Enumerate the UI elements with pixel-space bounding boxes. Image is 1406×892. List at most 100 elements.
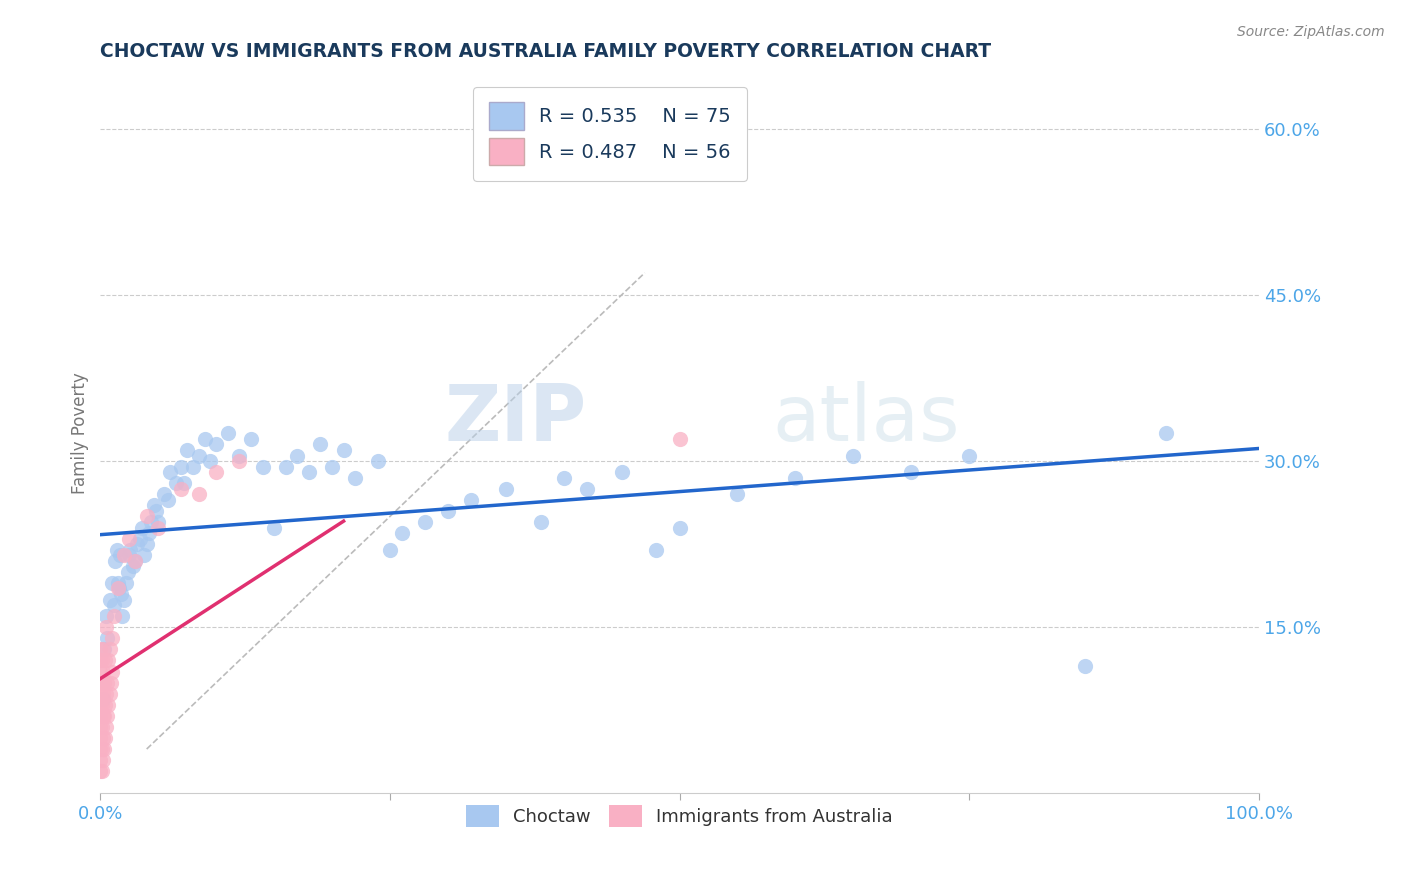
Point xyxy=(96,675,118,690)
Point xyxy=(437,504,460,518)
Point xyxy=(90,675,112,690)
Point xyxy=(93,642,115,657)
Text: ZIP: ZIP xyxy=(444,381,586,457)
Point xyxy=(118,532,141,546)
Point xyxy=(91,687,114,701)
Point xyxy=(170,482,193,496)
Point xyxy=(367,454,389,468)
Point xyxy=(1074,659,1097,673)
Point xyxy=(120,542,142,557)
Point xyxy=(181,459,204,474)
Point xyxy=(170,459,193,474)
Point xyxy=(89,642,111,657)
Point xyxy=(89,698,111,712)
Point xyxy=(142,499,165,513)
Point xyxy=(94,720,117,734)
Point xyxy=(112,548,135,562)
Point xyxy=(89,742,111,756)
Point xyxy=(103,609,125,624)
Point xyxy=(118,548,141,562)
Point xyxy=(391,526,413,541)
Point xyxy=(96,632,118,646)
Point xyxy=(107,582,129,596)
Point xyxy=(89,720,111,734)
Point xyxy=(128,532,150,546)
Point xyxy=(89,764,111,779)
Point xyxy=(124,554,146,568)
Point xyxy=(89,653,111,667)
Point xyxy=(239,432,262,446)
Point xyxy=(217,426,239,441)
Point xyxy=(93,708,115,723)
Point xyxy=(114,575,136,590)
Legend: Choctaw, Immigrants from Australia: Choctaw, Immigrants from Australia xyxy=(460,798,900,835)
Point xyxy=(252,459,274,474)
Point xyxy=(900,465,922,479)
Point xyxy=(90,698,112,712)
Point xyxy=(107,575,129,590)
Point xyxy=(228,454,250,468)
Point xyxy=(1154,426,1177,441)
Point xyxy=(727,487,749,501)
Point xyxy=(91,692,114,706)
Point xyxy=(263,520,285,534)
Point xyxy=(101,665,124,679)
Point xyxy=(785,471,807,485)
Point xyxy=(187,487,209,501)
Y-axis label: Family Poverty: Family Poverty xyxy=(72,373,89,494)
Point xyxy=(98,592,121,607)
Point xyxy=(89,675,111,690)
Point xyxy=(148,520,170,534)
Point xyxy=(344,471,367,485)
Point xyxy=(529,515,551,529)
Point xyxy=(93,675,115,690)
Point xyxy=(110,587,132,601)
Point xyxy=(141,515,163,529)
Point xyxy=(104,554,127,568)
Point xyxy=(90,720,112,734)
Text: CHOCTAW VS IMMIGRANTS FROM AUSTRALIA FAMILY POVERTY CORRELATION CHART: CHOCTAW VS IMMIGRANTS FROM AUSTRALIA FAM… xyxy=(100,42,991,61)
Point xyxy=(121,559,143,574)
Point xyxy=(187,449,209,463)
Point xyxy=(176,442,198,457)
Point xyxy=(205,437,228,451)
Point xyxy=(668,432,690,446)
Point xyxy=(309,437,332,451)
Point xyxy=(321,459,343,474)
Point xyxy=(135,509,157,524)
Point xyxy=(194,432,217,446)
Point xyxy=(89,665,111,679)
Point xyxy=(842,449,865,463)
Point xyxy=(90,764,112,779)
Point xyxy=(274,459,297,474)
Point xyxy=(94,687,117,701)
Point xyxy=(610,465,633,479)
Point xyxy=(228,449,250,463)
Point xyxy=(94,620,117,634)
Point xyxy=(153,487,176,501)
Point xyxy=(148,515,170,529)
Point xyxy=(127,537,149,551)
Point xyxy=(94,698,117,712)
Point xyxy=(89,687,111,701)
Point xyxy=(131,520,153,534)
Point xyxy=(90,653,112,667)
Point xyxy=(98,687,121,701)
Point xyxy=(91,708,114,723)
Point xyxy=(495,482,517,496)
Point xyxy=(105,542,128,557)
Point xyxy=(460,492,482,507)
Point xyxy=(91,642,114,657)
Point xyxy=(553,471,575,485)
Point xyxy=(101,632,124,646)
Point xyxy=(124,554,146,568)
Point xyxy=(97,653,120,667)
Point xyxy=(413,515,436,529)
Point xyxy=(89,708,111,723)
Point xyxy=(94,653,117,667)
Point xyxy=(94,609,117,624)
Point xyxy=(156,492,179,507)
Point xyxy=(103,598,125,612)
Point xyxy=(298,465,321,479)
Point xyxy=(91,665,114,679)
